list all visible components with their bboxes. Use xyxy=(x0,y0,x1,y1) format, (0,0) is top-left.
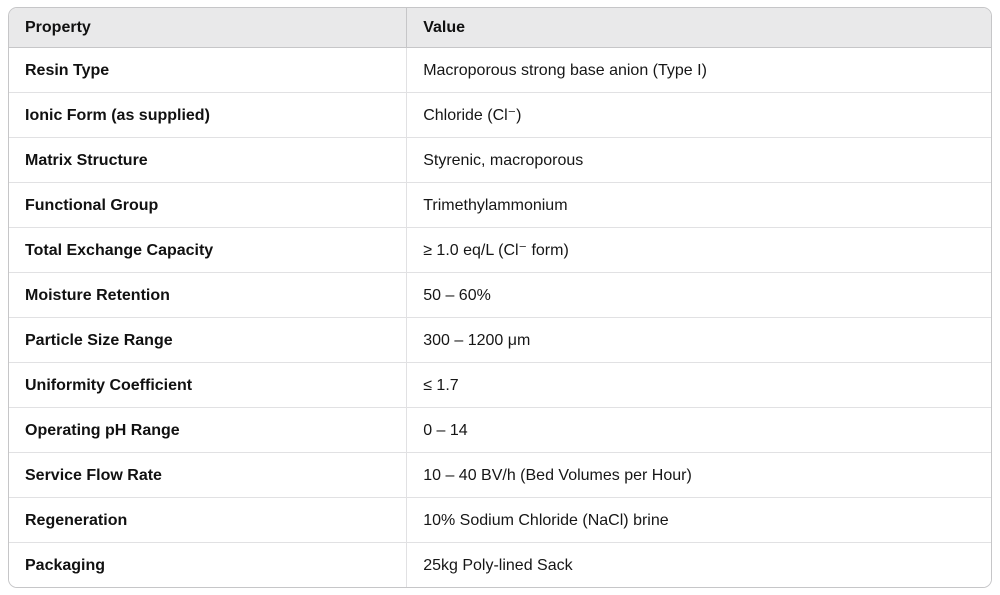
table-row: Total Exchange Capacity ≥ 1.0 eq/L (Cl⁻ … xyxy=(9,227,991,273)
value-cell: 50 – 60% xyxy=(406,272,991,318)
table-row: Service Flow Rate 10 – 40 BV/h (Bed Volu… xyxy=(9,452,991,498)
property-cell: Moisture Retention xyxy=(9,272,408,318)
spec-table-container: Property Value Resin Type Macroporous st… xyxy=(8,7,992,588)
spec-table-header: Property Value xyxy=(9,8,991,48)
value-cell: ≤ 1.7 xyxy=(406,362,991,408)
property-cell: Packaging xyxy=(9,542,408,587)
spec-table: Property Value Resin Type Macroporous st… xyxy=(9,8,991,587)
table-row: Regeneration 10% Sodium Chloride (NaCl) … xyxy=(9,497,991,543)
table-row: Particle Size Range 300 – 1200 μm xyxy=(9,317,991,363)
spec-table-body: Resin Type Macroporous strong base anion… xyxy=(9,47,991,587)
value-cell: Trimethylammonium xyxy=(406,182,991,228)
table-row: Operating pH Range 0 – 14 xyxy=(9,407,991,453)
column-header-property: Property xyxy=(9,8,408,48)
property-cell: Matrix Structure xyxy=(9,137,408,183)
table-row: Matrix Structure Styrenic, macroporous xyxy=(9,137,991,183)
value-cell: 0 – 14 xyxy=(406,407,991,453)
table-row: Functional Group Trimethylammonium xyxy=(9,182,991,228)
table-row: Ionic Form (as supplied) Chloride (Cl⁻) xyxy=(9,92,991,138)
property-cell: Regeneration xyxy=(9,497,408,543)
table-row: Resin Type Macroporous strong base anion… xyxy=(9,47,991,93)
property-cell: Functional Group xyxy=(9,182,408,228)
table-row: Uniformity Coefficient ≤ 1.7 xyxy=(9,362,991,408)
value-cell: 300 – 1200 μm xyxy=(406,317,991,363)
value-cell: 10% Sodium Chloride (NaCl) brine xyxy=(406,497,991,543)
value-cell: ≥ 1.0 eq/L (Cl⁻ form) xyxy=(406,227,991,273)
value-cell: Chloride (Cl⁻) xyxy=(406,92,991,138)
property-cell: Operating pH Range xyxy=(9,407,408,453)
header-row: Property Value xyxy=(9,8,991,48)
table-row: Moisture Retention 50 – 60% xyxy=(9,272,991,318)
property-cell: Service Flow Rate xyxy=(9,452,408,498)
value-cell: Macroporous strong base anion (Type I) xyxy=(406,47,991,93)
column-header-value: Value xyxy=(406,8,991,48)
value-cell: 10 – 40 BV/h (Bed Volumes per Hour) xyxy=(406,452,991,498)
value-cell: 25kg Poly-lined Sack xyxy=(406,542,991,587)
property-cell: Particle Size Range xyxy=(9,317,408,363)
property-cell: Resin Type xyxy=(9,47,408,93)
property-cell: Uniformity Coefficient xyxy=(9,362,408,408)
value-cell: Styrenic, macroporous xyxy=(406,137,991,183)
property-cell: Ionic Form (as supplied) xyxy=(9,92,408,138)
property-cell: Total Exchange Capacity xyxy=(9,227,408,273)
table-row: Packaging 25kg Poly-lined Sack xyxy=(9,542,991,587)
